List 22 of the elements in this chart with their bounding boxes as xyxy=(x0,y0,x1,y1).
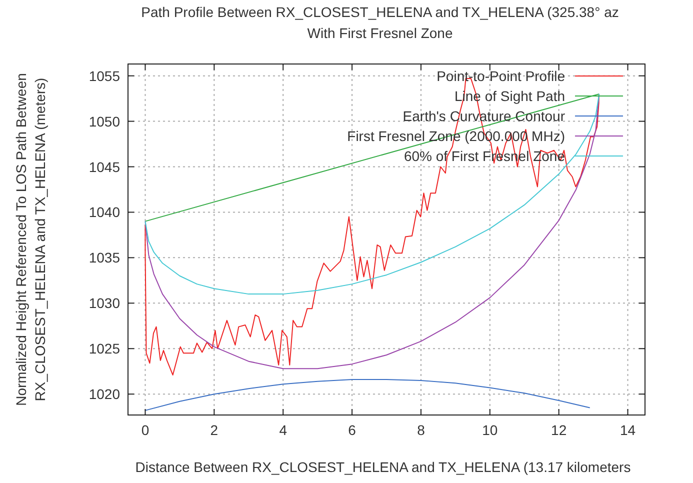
x-tick-label: 0 xyxy=(141,422,150,438)
x-axis-title: Distance Between RX_CLOSEST_HELENA and TX_HELENA (13.17 kilometers xyxy=(135,459,631,475)
y-tick-label: 1045 xyxy=(88,158,120,175)
x-tick-label: 12 xyxy=(551,422,567,438)
y-tick-label: 1020 xyxy=(88,386,120,402)
y-tick-label: 1035 xyxy=(88,250,120,266)
x-tick-label: 14 xyxy=(620,422,636,438)
x-tick-label: 6 xyxy=(348,422,356,438)
y-tick-label: 1030 xyxy=(88,295,120,312)
line-series xyxy=(144,379,590,411)
x-tick-label: 8 xyxy=(417,422,426,438)
y-tick-label: 1040 xyxy=(88,204,120,220)
chart-title: Path Profile Between RX_CLOSEST_HELENA and TX_HELENA (325.38° az xyxy=(141,4,619,20)
x-tick-label: 2 xyxy=(210,422,218,438)
x-tick-label: 4 xyxy=(279,422,288,438)
y-axis-title: Normalized Height Referenced To LOS Path Between RX_CLOSEST_HELENA and TX_HELENA (meters) xyxy=(13,73,48,406)
y-tick-label: 1050 xyxy=(88,113,120,130)
y-tick-label: 1055 xyxy=(88,68,120,84)
legend-label: Point-to-Point Profile xyxy=(436,68,566,84)
y-tick-label: 1025 xyxy=(88,340,120,357)
chart-subtitle: With First Fresnel Zone xyxy=(307,25,453,41)
x-tick-label: 10 xyxy=(482,422,498,438)
